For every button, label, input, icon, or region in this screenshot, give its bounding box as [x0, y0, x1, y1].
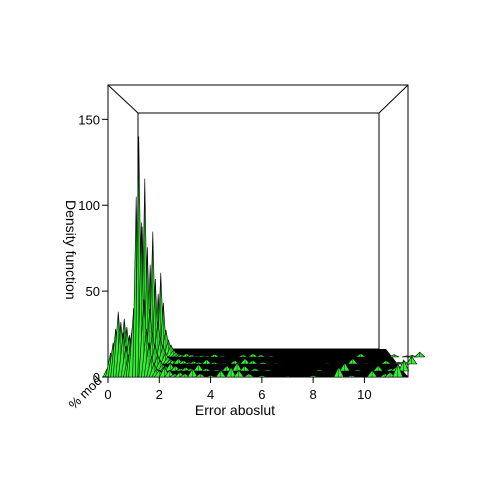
z-axis: 0 50 100 150	[78, 112, 108, 385]
x-tick-label: 8	[310, 387, 317, 402]
back-frame	[137, 112, 380, 350]
frame-edge-top-left	[107, 84, 139, 114]
z-tick-label: 0	[93, 370, 100, 385]
x-axis: 0 2 4 6 8 10	[104, 377, 372, 402]
z-tick-label: 150	[78, 112, 100, 127]
x-tick-label: 0	[104, 387, 111, 402]
x-tick-label: 10	[357, 387, 371, 402]
z-tick-label: 100	[78, 198, 100, 213]
frame-edge-top-right	[378, 84, 409, 114]
x-tick-label: 4	[207, 387, 214, 402]
z-tick-label: 50	[86, 284, 100, 299]
density-surface	[102, 136, 426, 378]
x-tick-label: 2	[156, 387, 163, 402]
x-axis-title: Error aboslut	[195, 402, 275, 418]
z-axis-title: Density function	[63, 200, 79, 300]
x-tick-label: 6	[258, 387, 265, 402]
depth-axis-title: % mod	[66, 373, 105, 412]
